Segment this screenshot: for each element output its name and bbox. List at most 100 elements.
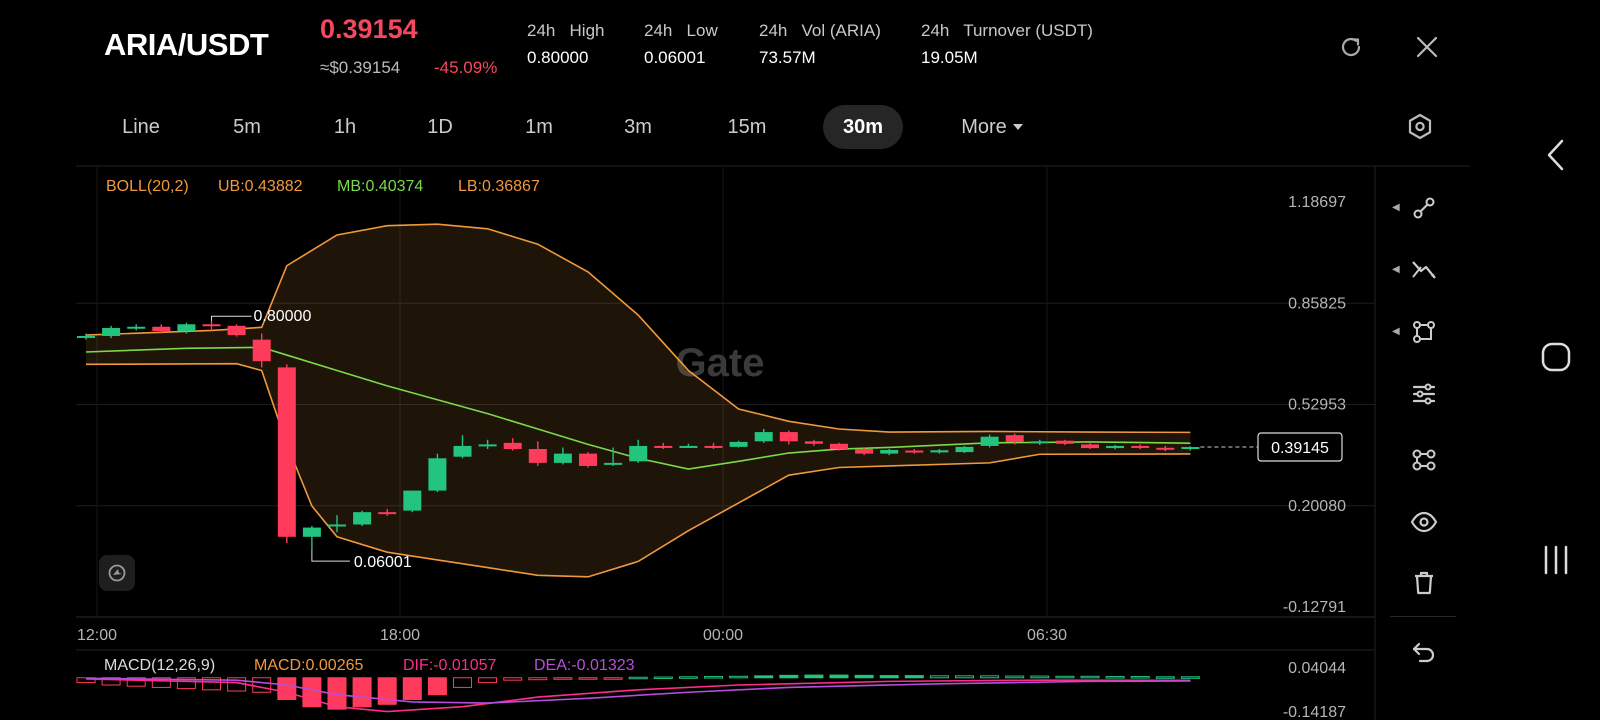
tab-15m[interactable]: 15m xyxy=(727,116,767,138)
boll-middle-line xyxy=(85,346,1191,470)
candle-body xyxy=(754,432,773,442)
candle-body xyxy=(779,432,798,442)
high-marker-label: 0.80000 xyxy=(254,308,312,325)
candle-body xyxy=(277,367,296,537)
macd-histogram-bar xyxy=(453,677,472,688)
macd-histogram-bar xyxy=(202,677,221,691)
macd-histogram-bar xyxy=(829,674,849,679)
macd-histogram-bar xyxy=(955,675,974,679)
macd-histogram-bar xyxy=(729,675,749,679)
macd-tick-label: -0.14187 xyxy=(1283,704,1346,720)
boll-label[interactable]: BOLL(20,2) xyxy=(106,178,189,195)
undo-icon[interactable] xyxy=(1407,635,1441,669)
watermark-text: Gate xyxy=(676,341,765,385)
candle-body xyxy=(252,339,271,362)
tab-3m[interactable]: 3m xyxy=(624,116,652,138)
candle-body xyxy=(1081,444,1099,449)
caret-down-icon xyxy=(1012,124,1023,130)
macd-value: MACD:0.00265 xyxy=(254,657,364,674)
candle-body xyxy=(1181,447,1200,450)
nav-recents-icon[interactable] xyxy=(1536,540,1576,580)
macd-dif: DIF:-0.01057 xyxy=(403,657,497,674)
macd-histogram-bar xyxy=(854,674,874,679)
candle-body xyxy=(127,326,146,329)
connect-nodes-icon[interactable] xyxy=(1407,443,1441,477)
tab-5m[interactable]: 5m xyxy=(233,116,261,138)
macd-dea-line xyxy=(85,677,1191,704)
y-tick-label: 1.18697 xyxy=(1288,194,1346,211)
stat-low-label: 24h Low xyxy=(644,21,718,40)
boll-lb: LB:0.36867 xyxy=(458,178,540,195)
candle-body xyxy=(378,512,397,515)
macd-histogram-bar xyxy=(1080,675,1100,679)
macd-histogram-bar xyxy=(1055,675,1075,679)
stat-vol-label: 24h Vol (ARIA) xyxy=(759,21,881,40)
nav-home-icon[interactable] xyxy=(1536,337,1576,377)
trash-icon[interactable] xyxy=(1407,566,1441,600)
macd-histogram-bar xyxy=(879,675,899,679)
chart-mode-button[interactable] xyxy=(99,555,135,591)
candle-body xyxy=(804,441,823,444)
macd-histogram-bar xyxy=(277,677,297,700)
candle-body xyxy=(679,445,698,448)
settings-hex-icon[interactable] xyxy=(1405,112,1435,142)
pair-title[interactable]: ARIA/USDT xyxy=(104,27,269,62)
candle-body xyxy=(102,327,121,336)
stat-high-value: 0.80000 xyxy=(527,48,589,67)
candle-body xyxy=(880,449,899,454)
candle-body xyxy=(428,458,447,491)
cursor-rotate-icon xyxy=(108,564,126,582)
boll-mb: MB:0.40374 xyxy=(337,178,424,195)
line-tool-icon[interactable] xyxy=(1407,191,1441,225)
stat-high-label: 24h High xyxy=(527,21,605,40)
macd-label[interactable]: MACD(12,26,9) xyxy=(104,657,216,674)
tab-1d[interactable]: 1D xyxy=(427,116,453,138)
candle-body xyxy=(654,445,673,448)
macd-histogram-bar xyxy=(126,677,146,687)
candle-body xyxy=(478,444,497,447)
candle-body xyxy=(729,441,748,447)
candle-body xyxy=(152,326,171,332)
nav-back-icon[interactable] xyxy=(1536,135,1576,175)
last-price: 0.39154 xyxy=(320,14,418,44)
macd-histogram-bar xyxy=(804,674,824,679)
refresh-icon[interactable] xyxy=(1336,32,1366,62)
macd-histogram-bar xyxy=(478,677,498,684)
close-icon[interactable] xyxy=(1412,32,1442,62)
candle-body xyxy=(1131,445,1150,448)
high-marker-line xyxy=(211,315,252,322)
candle-body xyxy=(1055,440,1074,444)
macd-histogram-bar xyxy=(76,677,96,684)
candle-body xyxy=(1030,441,1049,444)
macd-histogram-bar xyxy=(578,677,598,680)
candle-body xyxy=(328,524,346,527)
x-tick-label: 12:00 xyxy=(77,627,117,644)
macd-histogram-bar xyxy=(553,677,573,680)
candle-body xyxy=(453,445,472,457)
candle-body xyxy=(955,446,974,453)
macd-histogram-bar xyxy=(503,677,523,681)
tab-1m[interactable]: 1m xyxy=(525,116,553,138)
tab-30m[interactable]: 30m xyxy=(823,105,903,149)
tab-1h[interactable]: 1h xyxy=(333,116,357,138)
more-dropdown[interactable]: More xyxy=(950,105,1034,149)
trend-tool-icon[interactable] xyxy=(1407,253,1441,287)
shape-tool-icon[interactable] xyxy=(1407,315,1441,349)
candle-body xyxy=(930,450,949,453)
candle-body xyxy=(704,445,723,448)
x-tick-label: 06:30 xyxy=(1027,627,1067,644)
tab-line[interactable]: Line xyxy=(122,116,160,138)
candle-body xyxy=(579,453,597,466)
boll-ub: UB:0.43882 xyxy=(218,178,303,195)
macd-dea: DEA:-0.01323 xyxy=(534,657,635,674)
macd-histogram-bar xyxy=(352,677,372,708)
macd-histogram-bar xyxy=(151,677,171,688)
eye-icon[interactable] xyxy=(1407,505,1441,539)
y-tick-label: 0.85825 xyxy=(1288,295,1346,312)
indicator-sliders-icon[interactable] xyxy=(1407,377,1441,411)
low-marker-label: 0.06001 xyxy=(354,554,412,571)
stat-low-value: 0.06001 xyxy=(644,48,706,67)
x-tick-label: 18:00 xyxy=(380,627,420,644)
candle-body xyxy=(77,335,95,338)
